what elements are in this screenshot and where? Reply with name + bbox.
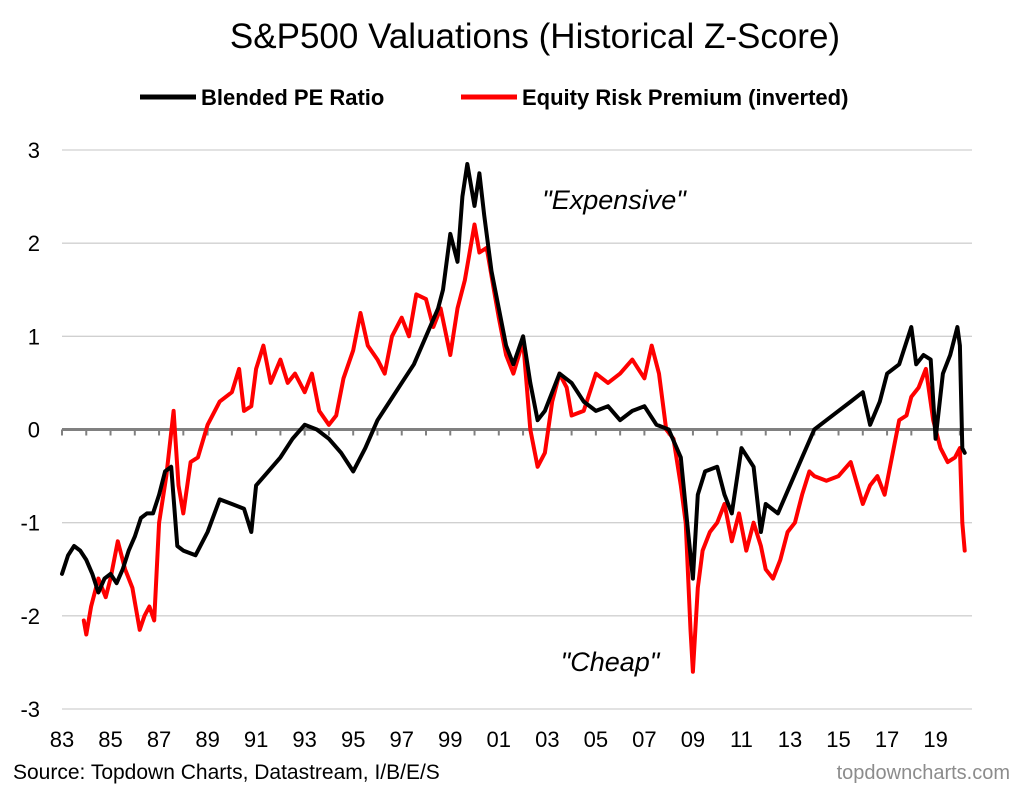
- x-tick-label: 09: [681, 727, 705, 752]
- x-tick-label: 89: [195, 727, 219, 752]
- source-note: Source: Topdown Charts, Datastream, I/B/…: [13, 761, 440, 784]
- x-tick-label: 83: [50, 727, 74, 752]
- legend-label-blended-pe: Blended PE Ratio: [201, 85, 384, 110]
- gridlines: [62, 149, 972, 710]
- x-tick-label: 19: [923, 727, 947, 752]
- legend-label-erp: Equity Risk Premium (inverted): [522, 85, 848, 110]
- annotation-cheap: "Cheap": [561, 647, 661, 677]
- y-tick-label: 1: [28, 324, 40, 349]
- x-tick-label: 95: [341, 727, 365, 752]
- x-tick-label: 05: [584, 727, 608, 752]
- x-tick-label: 87: [147, 727, 171, 752]
- x-tick-label: 07: [632, 727, 656, 752]
- y-tick-label: 3: [28, 138, 40, 163]
- x-tick-label: 13: [778, 727, 802, 752]
- x-tick-label: 99: [438, 727, 462, 752]
- x-tick-label: 85: [98, 727, 122, 752]
- y-tick-label: 0: [28, 418, 40, 443]
- x-tick-label: 01: [487, 727, 511, 752]
- annotation-expensive: "Expensive": [542, 185, 687, 215]
- series-line-erp: [81, 222, 967, 674]
- x-tick-label: 17: [875, 727, 899, 752]
- y-tick-label: -3: [20, 697, 40, 722]
- y-tick-label: 2: [28, 231, 40, 256]
- x-tick-label: 15: [826, 727, 850, 752]
- x-axis-ticks: 83 85 87 89 91 93 95 97 99 01 03 05 07 09 11 13 15 17 19: [50, 429, 961, 752]
- chart-title: S&P500 Valuations (Historical Z-Score): [230, 17, 840, 56]
- series-lines: [60, 162, 967, 674]
- y-tick-label: -2: [20, 604, 40, 629]
- brand-watermark: topdowncharts.com: [837, 762, 1010, 784]
- y-tick-label: -1: [20, 511, 40, 536]
- x-tick-label: 03: [535, 727, 559, 752]
- series-line-blended-pe: [60, 162, 967, 595]
- legend: Blended PE Ratio Equity Risk Premium (in…: [140, 85, 848, 110]
- x-tick-label: 11: [730, 727, 753, 752]
- x-tick-label: 91: [244, 727, 268, 752]
- x-tick-label: 93: [292, 727, 316, 752]
- x-tick-label: 97: [389, 727, 413, 752]
- y-axis: 3 2 1 0 -1 -2 -3: [20, 138, 40, 722]
